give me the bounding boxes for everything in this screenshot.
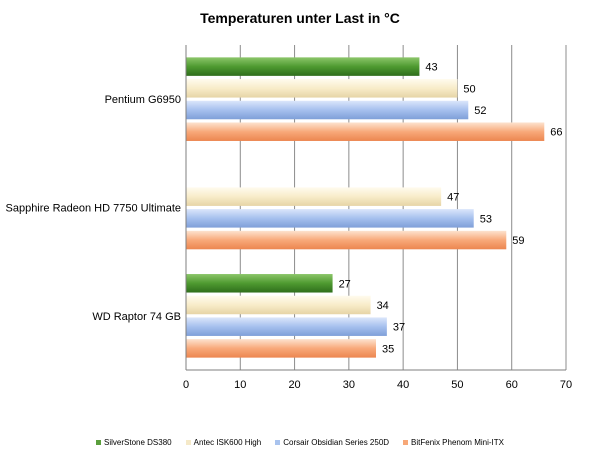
bar [186, 79, 458, 98]
data-label: 35 [382, 343, 394, 355]
bar [186, 187, 442, 206]
legend-swatch [96, 440, 102, 445]
legend-item: SilverStone DS380 [96, 438, 172, 447]
x-tick-label: 20 [288, 379, 300, 391]
legend-label: SilverStone DS380 [104, 438, 172, 447]
legend-label: Antec ISK600 High [193, 438, 262, 447]
data-label: 43 [425, 62, 437, 74]
data-label: 53 [480, 213, 492, 225]
x-tick-label: 40 [397, 379, 409, 391]
legend-item: Antec ISK600 High [185, 438, 262, 447]
grid-lines [239, 45, 567, 370]
bar [186, 122, 545, 141]
legend-item: Corsair Obsidian Series 250D [275, 438, 389, 447]
data-label: 50 [463, 83, 475, 95]
bar [186, 57, 420, 76]
data-label: 59 [512, 235, 524, 247]
axes: 0 10 20 30 40 50 60 70 Pentium G6950 Sapphire Rad… [6, 45, 572, 391]
x-tick-label: 50 [451, 379, 463, 391]
data-label: 34 [377, 300, 389, 312]
legend-swatch [403, 440, 409, 445]
bar [186, 295, 371, 315]
bar [186, 317, 387, 336]
bar [186, 100, 469, 120]
data-label: 47 [447, 192, 459, 204]
chart-title: Temperaturen unter Last in °C [200, 10, 400, 26]
legend-label: Corsair Obsidian Series 250D [283, 438, 390, 447]
x-tick-label: 0 [183, 379, 189, 391]
category-label: Sapphire Radeon HD 7750 Ultimate [6, 203, 182, 215]
data-label: 66 [550, 127, 562, 139]
data-label: 37 [393, 322, 405, 334]
bar [186, 209, 474, 228]
legend-swatch [275, 440, 281, 445]
category-label: Pentium G6950 [105, 94, 181, 106]
bar [186, 274, 333, 293]
data-label: 27 [339, 278, 351, 290]
x-tick-label: 10 [234, 379, 246, 391]
x-tick-label: 70 [560, 379, 572, 391]
legend-swatch [185, 440, 191, 445]
data-label: 52 [474, 105, 486, 117]
x-tick-label: 30 [343, 379, 355, 391]
x-tick-label: 60 [506, 379, 518, 391]
legend-label: BitFenix Phenom Mini-ITX [411, 438, 504, 447]
bar [186, 339, 376, 358]
legend-item: BitFenix Phenom Mini-ITX [403, 438, 504, 447]
bar [186, 230, 507, 250]
legend: SilverStone DS380 Antec ISK600 High Corsai… [0, 438, 600, 447]
category-label: WD Raptor 74 GB [92, 311, 181, 323]
bars: 43 50 52 66 47 53 59 27 34 37 35 [186, 57, 563, 358]
